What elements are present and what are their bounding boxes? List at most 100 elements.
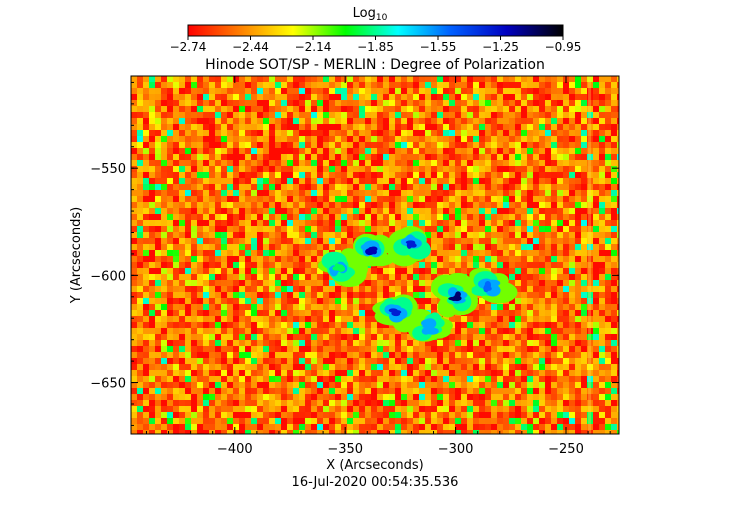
- heatmap-cell: [467, 430, 473, 434]
- heatmap-cell: [533, 406, 539, 412]
- heatmap-cell: [407, 334, 413, 340]
- heatmap-cell: [287, 388, 293, 394]
- heatmap-cell: [227, 292, 233, 298]
- heatmap-cell: [437, 382, 443, 388]
- heatmap-cell: [587, 118, 593, 124]
- heatmap-cell: [419, 202, 425, 208]
- heatmap-cell: [431, 130, 437, 136]
- heatmap-cell: [221, 310, 227, 316]
- heatmap-cell: [221, 430, 227, 434]
- heatmap-cell: [497, 394, 503, 400]
- heatmap-cell: [263, 250, 269, 256]
- heatmap-cell: [611, 196, 617, 202]
- heatmap-cell: [407, 94, 413, 100]
- heatmap-cell: [431, 256, 437, 262]
- heatmap-cell: [317, 328, 323, 334]
- heatmap-cell: [491, 208, 497, 214]
- heatmap-cell: [515, 208, 521, 214]
- heatmap-cell: [341, 400, 347, 406]
- heatmap-cell: [161, 232, 167, 238]
- heatmap-cell: [503, 202, 509, 208]
- heatmap-cell: [401, 424, 407, 430]
- heatmap-cell: [461, 388, 467, 394]
- heatmap-cell: [605, 250, 611, 256]
- heatmap-cell: [353, 76, 359, 82]
- heatmap-cell: [203, 400, 209, 406]
- heatmap-cell: [365, 118, 371, 124]
- heatmap-cell: [329, 292, 335, 298]
- heatmap-cell: [497, 130, 503, 136]
- heatmap-cell: [359, 388, 365, 394]
- heatmap-cell: [593, 190, 599, 196]
- heatmap-cell: [179, 148, 185, 154]
- heatmap-cell: [281, 196, 287, 202]
- heatmap-cell: [197, 328, 203, 334]
- heatmap-cell: [227, 358, 233, 364]
- heatmap-cell: [371, 424, 377, 430]
- heatmap-cell: [359, 76, 365, 82]
- heatmap-cell: [605, 154, 611, 160]
- heatmap-cell: [227, 382, 233, 388]
- heatmap-cell: [461, 148, 467, 154]
- heatmap-cell: [527, 196, 533, 202]
- heatmap-cell: [563, 346, 569, 352]
- y-tick-label: −550: [90, 162, 126, 177]
- heatmap-cell: [557, 190, 563, 196]
- heatmap-cell: [443, 406, 449, 412]
- heatmap-cell: [401, 376, 407, 382]
- heatmap-cell: [587, 220, 593, 226]
- heatmap-cell: [377, 100, 383, 106]
- heatmap-cell: [287, 94, 293, 100]
- heatmap-cell: [551, 316, 557, 322]
- heatmap-cell: [311, 166, 317, 172]
- heatmap-cell: [317, 190, 323, 196]
- heatmap-cell: [527, 208, 533, 214]
- heatmap-cell: [581, 118, 587, 124]
- heatmap-cell: [401, 268, 407, 274]
- heatmap-cell: [407, 292, 413, 298]
- heatmap-cell: [617, 226, 619, 232]
- heatmap-cell: [449, 82, 455, 88]
- heatmap-cell: [521, 202, 527, 208]
- heatmap-cell: [359, 292, 365, 298]
- heatmap-cell: [161, 130, 167, 136]
- heatmap-cell: [245, 406, 251, 412]
- heatmap-cell: [353, 232, 359, 238]
- heatmap-cell: [173, 346, 179, 352]
- heatmap-cell: [167, 340, 173, 346]
- heatmap-cell: [233, 148, 239, 154]
- heatmap-cell: [299, 100, 305, 106]
- heatmap-cell: [185, 118, 191, 124]
- heatmap-cell: [461, 334, 467, 340]
- heatmap-cell: [593, 178, 599, 184]
- heatmap-cell: [191, 88, 197, 94]
- heatmap-cell: [137, 214, 143, 220]
- heatmap-cell: [383, 358, 389, 364]
- heatmap-cell: [155, 160, 161, 166]
- heatmap-cell: [503, 220, 509, 226]
- heatmap-cell: [437, 376, 443, 382]
- heatmap-cell: [545, 106, 551, 112]
- heatmap-cell: [383, 94, 389, 100]
- heatmap-cell: [605, 238, 611, 244]
- heatmap-cell: [281, 76, 287, 82]
- heatmap-cell: [155, 136, 161, 142]
- heatmap-cell: [275, 328, 281, 334]
- heatmap-cell: [611, 172, 617, 178]
- heatmap-cell: [593, 340, 599, 346]
- heatmap-cell: [335, 88, 341, 94]
- heatmap-cell: [605, 76, 611, 82]
- heatmap-cell: [431, 358, 437, 364]
- heatmap-cell: [467, 418, 473, 424]
- heatmap-cell: [473, 364, 479, 370]
- heatmap-cell: [203, 412, 209, 418]
- heatmap-cell: [575, 244, 581, 250]
- heatmap-cell: [347, 412, 353, 418]
- heatmap-cell: [437, 160, 443, 166]
- heatmap-cell: [611, 208, 617, 214]
- heatmap-cell: [581, 160, 587, 166]
- heatmap-cell: [515, 256, 521, 262]
- heatmap-cell: [173, 76, 179, 82]
- heatmap-cell: [377, 376, 383, 382]
- heatmap-cell: [227, 280, 233, 286]
